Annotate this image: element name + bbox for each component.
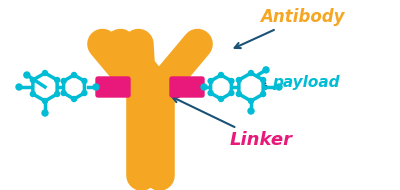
FancyBboxPatch shape: [96, 77, 130, 97]
Circle shape: [218, 97, 224, 101]
Polygon shape: [33, 73, 57, 101]
Circle shape: [42, 98, 48, 104]
Circle shape: [218, 73, 224, 78]
Text: payload: payload: [260, 75, 340, 90]
Circle shape: [42, 70, 48, 75]
Circle shape: [61, 90, 66, 96]
Circle shape: [236, 92, 241, 97]
Circle shape: [30, 92, 35, 97]
Circle shape: [61, 78, 66, 83]
Circle shape: [208, 90, 213, 96]
Circle shape: [263, 67, 269, 73]
Circle shape: [229, 90, 234, 96]
Circle shape: [93, 84, 99, 90]
Circle shape: [276, 84, 282, 90]
Circle shape: [82, 78, 87, 83]
Text: Linker: Linker: [173, 97, 293, 149]
Circle shape: [55, 92, 60, 97]
Circle shape: [208, 78, 213, 83]
Circle shape: [42, 110, 48, 116]
Circle shape: [72, 97, 76, 101]
Circle shape: [16, 84, 22, 90]
Circle shape: [261, 78, 266, 82]
Circle shape: [201, 84, 207, 90]
FancyBboxPatch shape: [170, 77, 204, 97]
Circle shape: [30, 78, 35, 82]
Text: Antibody: Antibody: [235, 8, 344, 48]
Circle shape: [248, 108, 254, 114]
Circle shape: [55, 78, 60, 82]
Circle shape: [248, 98, 254, 104]
Circle shape: [261, 92, 266, 97]
Bar: [130, 90, 170, 175]
Polygon shape: [239, 73, 263, 101]
Circle shape: [72, 73, 76, 78]
Circle shape: [236, 78, 241, 82]
Polygon shape: [64, 75, 84, 99]
Circle shape: [82, 90, 87, 96]
Polygon shape: [211, 75, 231, 99]
Circle shape: [248, 70, 254, 75]
Circle shape: [24, 72, 30, 78]
Circle shape: [229, 78, 234, 83]
